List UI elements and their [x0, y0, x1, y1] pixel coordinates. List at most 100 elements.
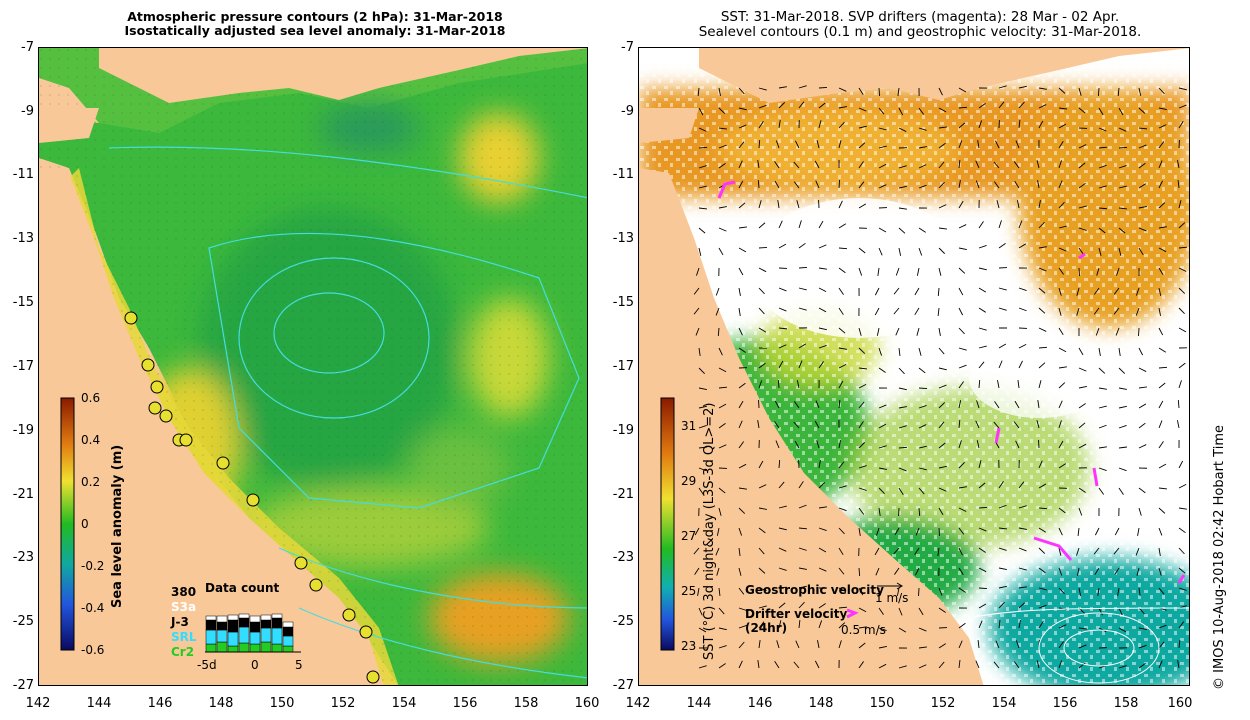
velocity-arrow — [777, 200, 780, 209]
velocity-arrow — [858, 567, 861, 577]
velocity-arrow — [698, 127, 707, 132]
velocity-arrow — [1135, 307, 1140, 316]
drifter-velocity-label: Drifter velocity — [745, 607, 847, 621]
velocity-arrow — [898, 247, 902, 256]
velocity-arrow — [1096, 267, 1100, 276]
velocity-arrow — [1078, 644, 1087, 649]
velocity-arrow — [716, 567, 720, 576]
velocity-arrow — [938, 267, 942, 276]
velocity-arrow — [698, 487, 704, 495]
velocity-arrow — [1114, 567, 1120, 575]
xtick: 150 — [269, 696, 295, 711]
velocity-arrow — [938, 161, 945, 169]
velocity-arrow — [696, 267, 700, 276]
velocity-arrow — [776, 640, 780, 649]
velocity-arrow — [1158, 202, 1166, 209]
velocity-arrow — [778, 567, 787, 571]
velocity-arrow — [1158, 141, 1165, 149]
velocity-arrow — [838, 87, 847, 92]
velocity-arrow — [838, 179, 841, 189]
velocity-arrow — [758, 104, 767, 109]
velocity-arrow — [1078, 587, 1082, 596]
legend-cr2: Cr2 — [171, 645, 194, 659]
ytick: -13 — [612, 231, 634, 246]
velocity-arrow — [758, 605, 767, 609]
velocity-arrow — [1018, 505, 1027, 509]
sla-colorbar-label: Sea level anomaly (m) — [110, 445, 125, 608]
data-count-max: 380 — [171, 585, 196, 599]
velocity-arrow — [758, 484, 767, 489]
copyright-icon: © — [1212, 672, 1227, 690]
velocity-arrow — [718, 247, 724, 256]
drifter-period-label: (24hr) — [745, 621, 787, 635]
velocity-arrow — [1058, 160, 1062, 169]
data-count-bar — [260, 627, 272, 643]
velocity-arrow — [858, 181, 865, 189]
velocity-arrow — [1038, 87, 1047, 90]
velocity-arrow — [978, 327, 987, 331]
velocity-arrow — [778, 602, 786, 609]
velocity-arrow — [694, 527, 700, 536]
velocity-arrow — [1138, 183, 1146, 189]
data-count-bar — [238, 613, 250, 619]
data-count-xtick: -5d — [197, 658, 217, 672]
xtick: 148 — [808, 696, 834, 711]
velocity-arrow — [1058, 507, 1066, 514]
velocity-arrow — [1118, 165, 1127, 169]
velocity-arrow — [838, 200, 843, 209]
velocity-arrow — [1098, 207, 1108, 210]
ytick: -9 — [621, 104, 634, 119]
velocity-arrow — [1138, 444, 1147, 449]
velocity-arrow — [838, 121, 845, 129]
velocity-arrow — [1118, 107, 1124, 116]
velocity-arrow — [774, 400, 780, 409]
data-count-bar — [227, 631, 239, 647]
velocity-arrow — [938, 643, 946, 649]
velocity-arrow — [1138, 367, 1147, 372]
velocity-arrow — [838, 461, 845, 469]
svg-text:31: 31 — [681, 419, 696, 433]
velocity-arrow — [774, 421, 780, 429]
velocity-arrow — [1094, 567, 1100, 576]
velocity-arrow — [1178, 267, 1187, 272]
velocity-arrow — [1098, 164, 1107, 169]
velocity-arrow — [1138, 587, 1141, 596]
data-count-bar — [205, 643, 217, 653]
velocity-arrow — [1158, 267, 1164, 276]
velocity-arrow — [994, 401, 1000, 409]
velocity-arrow — [1058, 420, 1062, 429]
velocity-arrow — [1013, 661, 1020, 669]
velocity-arrow — [1158, 327, 1164, 336]
velocity-arrow — [898, 387, 907, 391]
velocity-arrow — [937, 547, 940, 556]
data-count-bar — [271, 643, 283, 653]
drifter-velocity-scale: 0.5 m/s — [841, 623, 886, 637]
velocity-arrow — [718, 206, 727, 209]
data-count-inset: 380 Data count S3a J-3 SRL Cr2 -5d 0 5 — [170, 581, 303, 672]
velocity-arrow — [778, 344, 787, 349]
velocity-arrow — [1097, 87, 1100, 97]
velocity-arrow — [998, 101, 1005, 109]
velocity-arrow — [978, 567, 987, 573]
velocity-arrow — [738, 567, 742, 576]
velocity-arrow — [1015, 140, 1020, 149]
svg-text:0: 0 — [81, 517, 89, 531]
velocity-arrow — [758, 547, 765, 555]
velocity-arrow — [958, 180, 961, 189]
velocity-arrow — [1038, 380, 1042, 389]
data-count-bar — [260, 614, 272, 621]
ytick: -17 — [12, 359, 34, 374]
velocity-arrow — [1058, 225, 1067, 229]
velocity-arrow — [1158, 567, 1162, 576]
velocity-arrow — [818, 267, 827, 270]
velocity-arrow — [858, 642, 866, 649]
velocity-arrow — [798, 85, 807, 89]
velocity-arrow — [958, 587, 966, 593]
data-count-bar — [282, 621, 294, 628]
velocity-arrow — [1058, 660, 1063, 669]
velocity-arrow — [1118, 127, 1127, 132]
velocity-arrow — [1038, 287, 1046, 294]
velocity-arrow — [1176, 420, 1180, 429]
velocity-arrow — [897, 87, 900, 96]
data-count-bar — [216, 621, 228, 631]
